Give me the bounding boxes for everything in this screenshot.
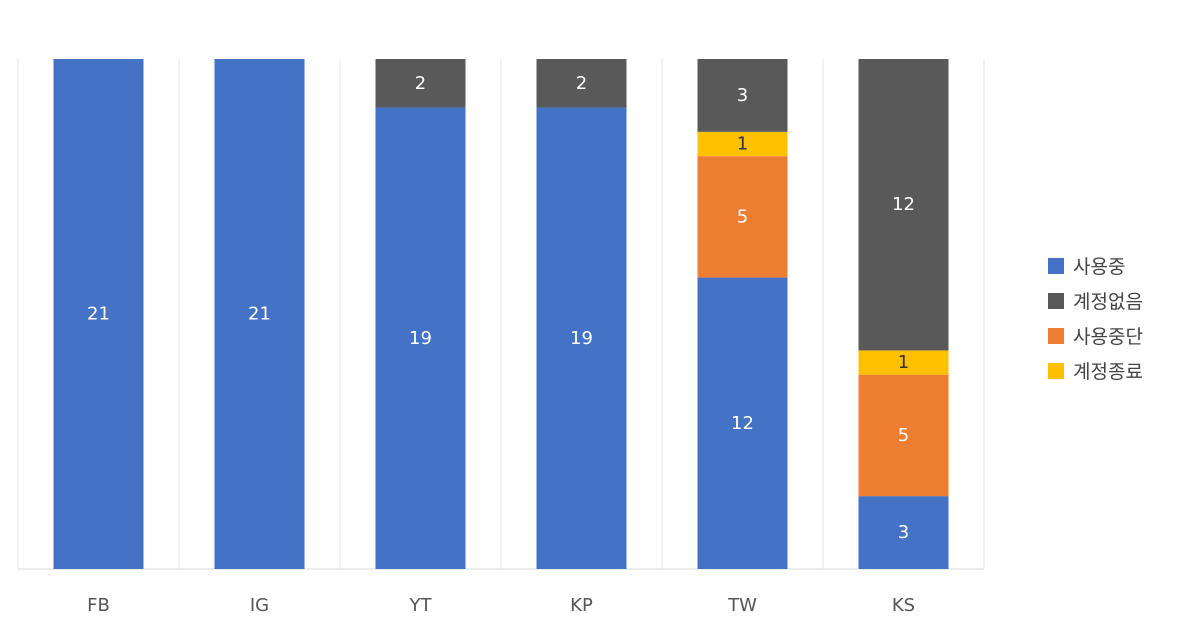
bar-segment (858, 496, 949, 569)
data-label: 19 (409, 328, 432, 349)
bar-segment (53, 59, 144, 569)
chart-plot: 21 FB 21 IG 19 2 YT 19 2 KP 12 5 1 3 TW 3 5 1 12 KS (17, 59, 985, 616)
legend-label: 사용중단 (1073, 326, 1143, 348)
x-tick-label: KP (570, 595, 593, 616)
legend-item: 계정종료 (1048, 353, 1143, 388)
bar-segment (536, 107, 627, 570)
legend-swatch (1048, 292, 1064, 309)
bar-segment (697, 131, 788, 157)
data-label: 2 (576, 73, 587, 94)
data-label: 21 (248, 304, 271, 325)
bar-segment (858, 374, 949, 497)
data-label: 1 (898, 352, 909, 373)
data-label: 19 (570, 328, 593, 349)
bar-segment (375, 107, 466, 570)
data-label: 3 (737, 85, 748, 106)
x-tick-label: KS (892, 595, 915, 616)
data-label: 21 (87, 304, 110, 325)
bar-segment (697, 156, 788, 278)
legend-swatch (1048, 327, 1064, 344)
legend-label: 계정없음 (1073, 291, 1143, 313)
data-label: 3 (898, 522, 909, 543)
x-tick-label: FB (87, 595, 110, 616)
x-tick-label: YT (409, 595, 433, 616)
data-label: 12 (731, 413, 754, 434)
bar-segment (214, 59, 305, 569)
legend-swatch (1048, 257, 1064, 274)
legend-swatch (1048, 362, 1064, 379)
data-label: 5 (898, 425, 909, 446)
bar-segment (858, 350, 949, 375)
legend-item: 사용중단 (1048, 318, 1143, 353)
data-label: 2 (415, 73, 426, 94)
legend-label: 계정종료 (1073, 361, 1143, 383)
data-label: 5 (737, 206, 748, 227)
x-tick-label: TW (727, 595, 757, 616)
bar-segment (858, 59, 949, 351)
legend-label: 사용중 (1073, 256, 1126, 278)
bar-segment (536, 59, 627, 108)
bar-segment (697, 277, 788, 569)
data-label: 1 (737, 134, 748, 155)
data-label: 12 (892, 194, 915, 215)
x-tick-label: IG (250, 595, 269, 616)
bar-segment (697, 59, 788, 132)
legend-item: 사용중 (1048, 248, 1143, 283)
bar-segment (375, 59, 466, 108)
legend-item: 계정없음 (1048, 283, 1143, 318)
